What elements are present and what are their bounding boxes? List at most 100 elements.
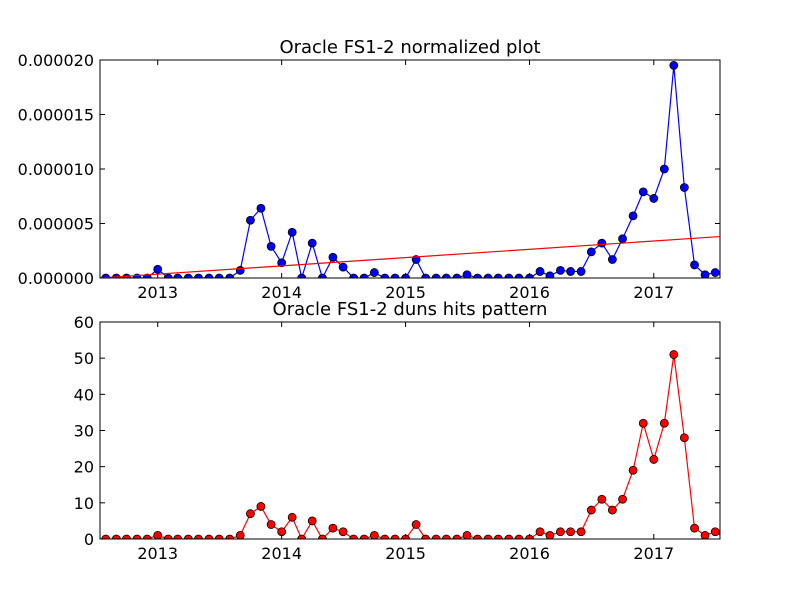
- data-point: [318, 534, 327, 539]
- data-point: [597, 494, 607, 504]
- data-point: [246, 215, 255, 225]
- data-point: [700, 530, 710, 539]
- data-point: [297, 534, 307, 539]
- data-point: [349, 273, 359, 278]
- data-point: [359, 273, 369, 278]
- data-point: [369, 530, 379, 539]
- y-tick-label: 40: [74, 385, 94, 404]
- data-point: [235, 530, 245, 539]
- data-point: [318, 273, 327, 278]
- data-point: [390, 534, 400, 539]
- data-point: [235, 265, 245, 275]
- data-point: [183, 273, 193, 278]
- chart-normalized: Oracle FS1-2 normalized plot 0.000000 0.0…: [18, 37, 721, 302]
- data-point: [287, 512, 297, 522]
- data-point: [256, 203, 266, 213]
- data-point: [431, 534, 441, 539]
- y-tick-label: 0.000000: [18, 269, 94, 288]
- data-point: [669, 61, 679, 70]
- data-point: [421, 273, 431, 278]
- data-point: [628, 465, 638, 475]
- data-point: [638, 418, 648, 428]
- data-point: [441, 534, 451, 539]
- data-point: [111, 534, 121, 539]
- data-point: [153, 264, 163, 274]
- data-point: [638, 187, 648, 197]
- data-point: [338, 262, 348, 272]
- y-tick-label: 10: [74, 494, 94, 513]
- data-point: [504, 534, 514, 539]
- data-point: [618, 234, 627, 244]
- data-point: [101, 534, 111, 539]
- data-point: [122, 534, 131, 539]
- data-point: [173, 273, 183, 278]
- series-line: [100, 235, 720, 278]
- data-point: [618, 494, 627, 504]
- chart-title: Oracle FS1-2 normalized plot: [279, 37, 540, 58]
- chart-duns-hits: Oracle FS1-2 duns hits pattern 0 10 20 30 40…: [74, 299, 721, 563]
- data-point: [628, 211, 638, 221]
- data-point: [277, 258, 287, 268]
- data-point: [338, 527, 348, 537]
- x-tick-label: 2014: [261, 544, 302, 563]
- x-tick-label: 2015: [385, 544, 426, 563]
- data-point: [132, 534, 142, 539]
- data-point: [514, 534, 524, 539]
- x-tick-label: 2013: [137, 283, 178, 302]
- data-point: [163, 534, 173, 539]
- y-tick-label: 0.000020: [18, 51, 94, 70]
- y-tick-label: 0.000005: [18, 215, 94, 234]
- data-point: [545, 271, 555, 278]
- data-point: [545, 530, 555, 539]
- y-tick-label: 0.000015: [18, 106, 94, 125]
- plot-area: [100, 60, 720, 278]
- data-point: [586, 247, 596, 257]
- data-point: [462, 270, 472, 278]
- data-point: [710, 268, 720, 277]
- x-tick-label: 2016: [509, 544, 550, 563]
- data-point: [535, 527, 545, 537]
- data-point: [607, 505, 617, 515]
- data-point: [359, 534, 369, 539]
- x-tick-label: 2015: [385, 283, 426, 302]
- x-tick-label: 2013: [137, 544, 178, 563]
- data-point: [586, 505, 596, 515]
- data-point: [173, 534, 183, 539]
- data-point: [256, 502, 266, 511]
- data-point: [214, 273, 224, 278]
- data-point: [431, 273, 441, 278]
- plot-frame: [99, 59, 721, 279]
- data-point: [307, 238, 317, 248]
- data-point: [421, 534, 431, 539]
- data-point: [483, 273, 493, 278]
- data-point: [473, 273, 482, 278]
- data-point: [556, 527, 565, 537]
- data-point: [483, 534, 493, 539]
- data-point: [266, 520, 276, 529]
- data-point: [411, 520, 421, 529]
- data-point: [183, 534, 193, 539]
- x-tick-label: 2017: [633, 283, 674, 302]
- data-point: [659, 418, 669, 428]
- data-point: [679, 433, 689, 443]
- data-point: [493, 273, 503, 278]
- y-tick-label: 0: [84, 530, 94, 549]
- data-point: [142, 534, 152, 539]
- data-point: [328, 252, 338, 262]
- data-point: [566, 527, 575, 537]
- data-point: [225, 534, 235, 539]
- data-point: [649, 194, 659, 203]
- x-tick-label: 2014: [261, 283, 302, 302]
- data-point: [535, 267, 545, 276]
- data-point: [473, 534, 482, 539]
- x-tick-label: 2017: [633, 544, 674, 563]
- data-point: [194, 273, 203, 278]
- data-point: [556, 265, 565, 275]
- y-tick-label: 0.000010: [18, 160, 94, 179]
- data-point: [369, 268, 379, 277]
- data-point: [576, 527, 586, 537]
- data-point: [576, 267, 586, 276]
- data-point: [287, 227, 297, 237]
- data-point: [700, 270, 710, 278]
